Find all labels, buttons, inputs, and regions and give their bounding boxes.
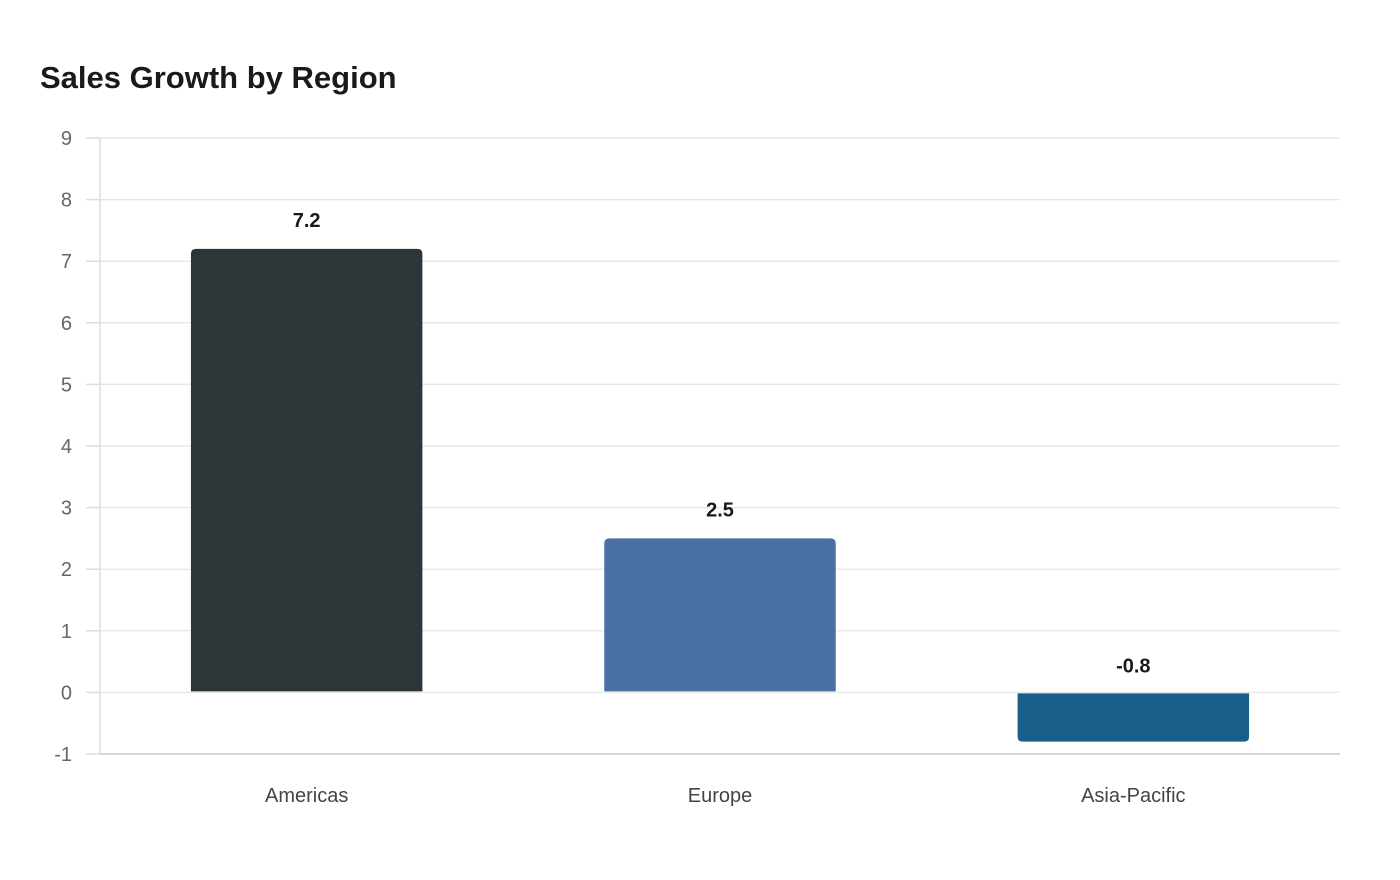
chart-title: Sales Growth by Region bbox=[40, 60, 397, 95]
bar-europe bbox=[604, 538, 836, 692]
y-tick-label: 4 bbox=[61, 436, 72, 458]
y-tick-label: 1 bbox=[61, 621, 72, 643]
data-labels: 7.2 2.5 -0.8 bbox=[293, 210, 1151, 678]
x-category-label: Europe bbox=[688, 785, 753, 807]
y-tick-label: 8 bbox=[61, 190, 72, 212]
x-category-label: Asia-Pacific bbox=[1081, 785, 1185, 807]
y-tick-label: -1 bbox=[54, 744, 72, 766]
bars bbox=[190, 248, 1250, 742]
data-label: -0.8 bbox=[1116, 655, 1150, 677]
y-tick-label: 2 bbox=[61, 559, 72, 581]
y-tick-label: 5 bbox=[61, 374, 72, 396]
y-tick-label: 9 bbox=[61, 128, 72, 150]
bar-asia-pacific bbox=[1017, 693, 1250, 742]
y-tick-label: 7 bbox=[61, 251, 72, 273]
x-category-label: Americas bbox=[265, 785, 348, 807]
y-tick-label: 3 bbox=[61, 498, 72, 520]
bar-americas bbox=[190, 248, 423, 692]
axes bbox=[86, 137, 1340, 755]
data-label: 2.5 bbox=[706, 499, 734, 521]
y-tick-label: 0 bbox=[61, 682, 72, 704]
y-tick-label: 6 bbox=[61, 313, 72, 335]
data-label: 7.2 bbox=[293, 210, 321, 232]
category-labels: Americas Europe Asia-Pacific bbox=[265, 785, 1186, 807]
y-tick-labels: -1 0 1 2 3 4 5 6 7 8 9 bbox=[54, 128, 72, 766]
